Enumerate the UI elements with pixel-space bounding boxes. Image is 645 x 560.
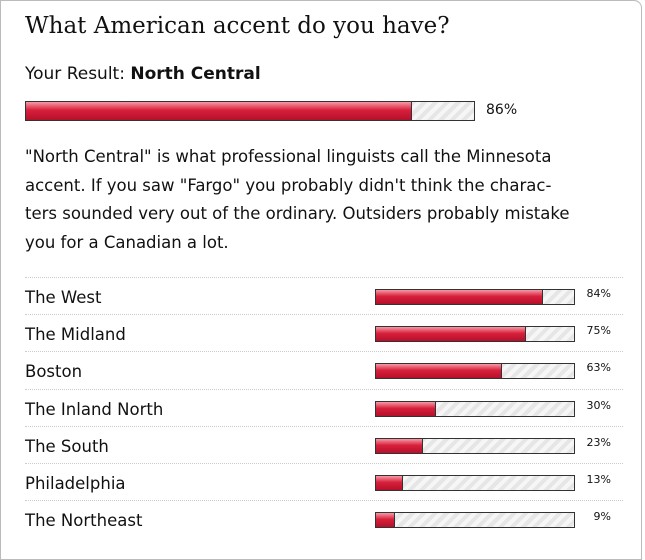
percent: 23% xyxy=(586,435,611,449)
accent-name: The Inland North xyxy=(25,399,164,419)
bar xyxy=(376,513,395,528)
result-heading: Your Result: North Central xyxy=(25,64,261,84)
result-percent: 86% xyxy=(486,102,518,118)
bar-track xyxy=(375,512,575,529)
percent: 75% xyxy=(586,324,611,338)
bar xyxy=(376,401,437,416)
accent-name: The Northeast xyxy=(25,511,143,531)
bar-track xyxy=(375,363,575,380)
result-row: Boston 63% xyxy=(25,351,623,389)
accent-name: The West xyxy=(25,288,102,307)
result-name: North Central xyxy=(130,64,261,84)
accent-name: The South xyxy=(25,436,109,456)
percent: 84% xyxy=(586,287,611,300)
percent: 13% xyxy=(586,473,611,486)
accent-name: The Midland xyxy=(25,325,126,345)
description-line: accent. If you saw "Fargo" you probably … xyxy=(25,175,552,195)
result-row: The Midland 75% xyxy=(25,314,623,352)
title: What American accent do you have? xyxy=(25,13,450,39)
result-row: The West 84% xyxy=(25,277,623,315)
result-row: Philadelphia 13% xyxy=(25,463,623,501)
description-line: ters sounded very out of the ordinary. O… xyxy=(25,204,570,223)
accent-name: Boston xyxy=(25,362,83,382)
bar-track xyxy=(375,437,575,454)
bar xyxy=(376,290,544,304)
result-row: The Inland North 30% xyxy=(25,388,623,427)
result-row: The South 23% xyxy=(25,425,623,464)
description: "North Central" is what professional lin… xyxy=(25,143,623,257)
percent: 30% xyxy=(586,398,611,412)
bar xyxy=(376,364,502,379)
result-track xyxy=(25,101,475,121)
bar xyxy=(376,476,403,490)
description-line: "North Central" is what professional lin… xyxy=(25,147,552,166)
bar-track xyxy=(375,289,575,305)
result-bar xyxy=(26,102,413,120)
percent: 9% xyxy=(593,510,611,524)
description-line: you for a Canadian a lot. xyxy=(25,232,229,252)
bar-track xyxy=(375,326,575,343)
bar-track xyxy=(375,475,575,491)
result-row: The Northeast 9% xyxy=(25,500,623,538)
percent: 63% xyxy=(586,361,611,375)
accent-name: Philadelphia xyxy=(25,474,126,493)
bar xyxy=(376,438,423,453)
bar-track xyxy=(375,400,575,417)
result-label: Your Result: xyxy=(25,64,125,84)
bar xyxy=(376,327,526,342)
